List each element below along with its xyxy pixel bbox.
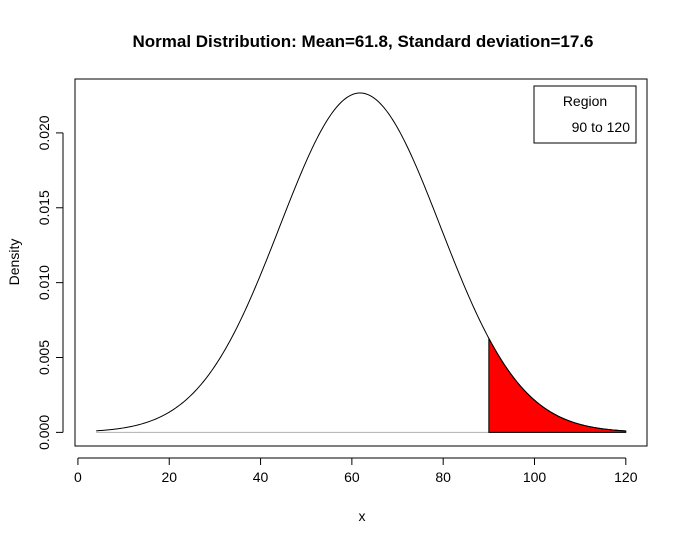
x-axis: 0 20 40 60 80 100 120 — [74, 457, 638, 485]
y-tick-label: 0.020 — [36, 115, 52, 150]
shaded-region — [488, 338, 627, 433]
legend-title: Region — [563, 93, 607, 109]
chart-title: Normal Distribution: Mean=61.8, Standard… — [132, 32, 593, 51]
y-axis: 0.000 0.005 0.010 0.015 0.020 — [36, 115, 64, 450]
x-tick-label: 40 — [253, 469, 269, 485]
x-tick-label: 100 — [523, 469, 547, 485]
plot-frame — [74, 78, 648, 447]
x-tick-label: 0 — [74, 469, 82, 485]
legend-box — [533, 85, 637, 144]
x-tick-label: 80 — [435, 469, 451, 485]
x-tick-label: 120 — [614, 469, 638, 485]
legend: Region 90 to 120 — [533, 85, 637, 144]
y-tick-label: 0.000 — [36, 415, 52, 450]
x-axis-label: x — [359, 508, 366, 524]
y-tick-label: 0.005 — [36, 340, 52, 375]
plot-area — [96, 92, 627, 433]
y-tick-label: 0.010 — [36, 265, 52, 300]
y-tick-label: 0.015 — [36, 190, 52, 225]
density-curve — [96, 92, 626, 432]
x-tick-label: 60 — [344, 469, 360, 485]
y-axis-label: Density — [6, 239, 22, 286]
legend-entry: 90 to 120 — [572, 119, 631, 135]
x-tick-label: 20 — [161, 469, 177, 485]
